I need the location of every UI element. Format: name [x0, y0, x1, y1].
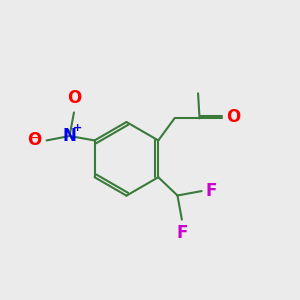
Text: O: O — [226, 108, 241, 126]
Text: O: O — [28, 131, 42, 149]
Text: −: − — [28, 130, 39, 145]
Text: O: O — [67, 89, 81, 107]
Text: F: F — [206, 182, 217, 200]
Text: F: F — [176, 224, 188, 242]
Text: +: + — [73, 123, 83, 133]
Text: N: N — [63, 127, 76, 145]
